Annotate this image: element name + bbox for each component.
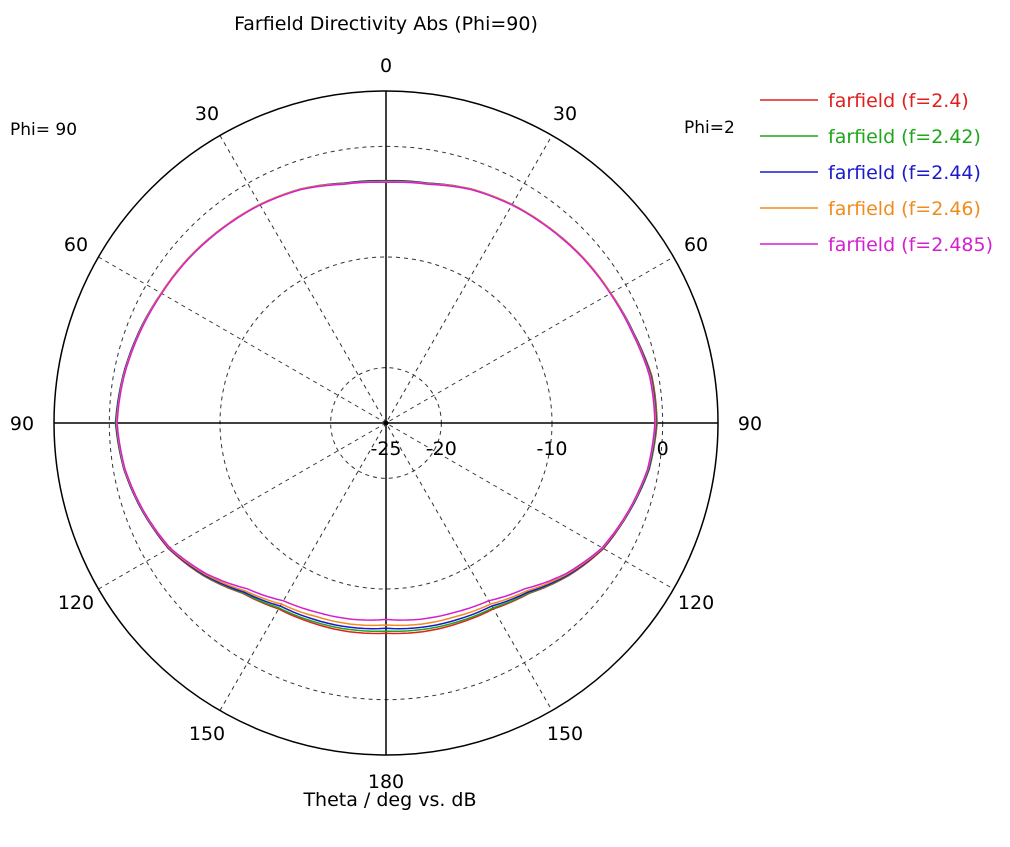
legend-label: farfield (f=2.44) (828, 162, 981, 184)
angle-label: 150 (189, 723, 225, 745)
angle-label: 30 (195, 103, 219, 125)
angle-labels: 0 30 60 90 120 150 180 150 120 90 60 30 (10, 55, 762, 793)
center-dot (383, 420, 389, 426)
chart-title: Farfield Directivity Abs (Phi=90) (234, 13, 538, 35)
legend-label: farfield (f=2.46) (828, 198, 981, 220)
x-axis-label: Theta / deg vs. dB (302, 789, 476, 811)
angle-label: 180 (368, 771, 404, 793)
angle-label: 90 (10, 413, 34, 435)
outer-boundary (53, 90, 719, 756)
legend: farfield (f=2.4) farfield (f=2.42) farfiel… (760, 90, 993, 256)
legend-label: farfield (f=2.4) (828, 90, 969, 112)
radial-label: 0 (657, 438, 669, 460)
grid-layer (53, 90, 719, 756)
angle-label: 150 (547, 723, 583, 745)
angle-label: 60 (684, 234, 708, 256)
grid-spoke (219, 135, 553, 711)
legend-label: farfield (f=2.42) (828, 126, 981, 148)
angle-label: 120 (678, 592, 714, 614)
angle-label: 90 (738, 413, 762, 435)
legend-label: farfield (f=2.485) (828, 234, 993, 256)
radial-label: -20 (426, 438, 457, 460)
angle-label: 60 (64, 234, 88, 256)
radial-label: -25 (370, 438, 401, 460)
radial-labels: -25 -20 -10 0 (370, 438, 668, 460)
phi-left-label: Phi= 90 (10, 120, 77, 140)
phi-right-label: Phi=2 (684, 118, 735, 138)
angle-label: 30 (553, 103, 577, 125)
angle-label: 120 (58, 592, 94, 614)
radial-label: -10 (536, 438, 567, 460)
series-line (116, 181, 656, 621)
plot-series-layer (114, 179, 658, 635)
angle-label: 0 (380, 55, 392, 77)
